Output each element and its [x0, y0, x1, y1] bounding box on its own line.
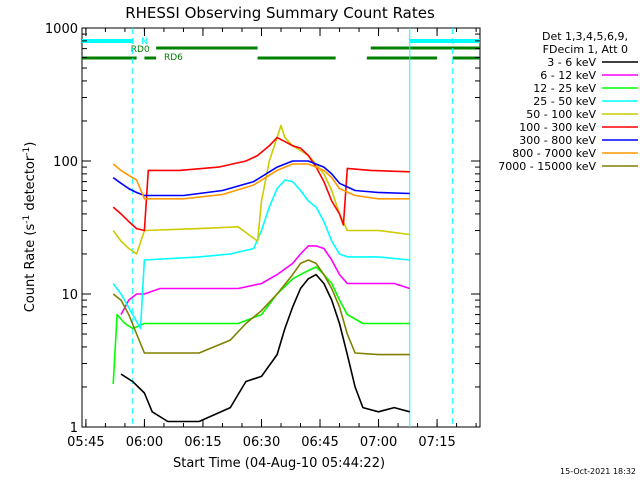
series-line-3 [112, 179, 410, 330]
series-layer [112, 124, 411, 423]
legend-label-3: 25 - 50 keV [533, 95, 596, 108]
x-tick-label-6: 07:15 [418, 435, 455, 450]
legend-label-4: 50 - 100 keV [526, 108, 596, 121]
series-line-5 [112, 136, 410, 232]
y-axis-label-mid: detector [23, 155, 38, 215]
series-line-4 [112, 124, 410, 255]
y-axis-label-sup2: -1 [22, 147, 32, 156]
series-line-0 [120, 273, 411, 423]
rd6-flag-label: RD6 [164, 53, 183, 63]
x-tick-label-0: 05:45 [67, 435, 104, 450]
series-line-1 [120, 245, 411, 315]
legend-label-2: 12 - 25 keV [533, 82, 596, 95]
y-axis-label-end: ) [23, 142, 38, 147]
y-tick-label-2: 100 [53, 155, 78, 170]
x-tick-label-5: 07:00 [360, 435, 397, 450]
rd0-flag-label: RD0 [131, 45, 150, 55]
y-axis-label: Count Rate (s-1 detector-1) [22, 142, 38, 313]
x-tick-label-1: 06:00 [126, 435, 163, 450]
series-line-2 [112, 266, 410, 385]
legend-header-1: FDecim 1, Att 0 [543, 43, 628, 56]
legend-label-6: 300 - 800 keV [519, 134, 596, 147]
legend-header-0: Det 1,3,4,5,6,9, [542, 30, 628, 43]
night-flag-label: N [141, 37, 148, 47]
chart-title: RHESSI Observing Summary Count Rates [125, 4, 435, 22]
y-axis-label-main: Count Rate (s [23, 224, 38, 313]
y-tick-label-1: 10 [61, 288, 78, 303]
legend-label-5: 100 - 300 keV [519, 121, 596, 134]
footer-timestamp: 15-Oct-2021 18:32 [560, 467, 636, 476]
axes-layer: 05:45 06:00 06:15 06:30 06:45 07:00 07:15 1 10 10… [45, 22, 480, 450]
y-tick-label-0: 1 [70, 421, 78, 436]
series-line-7 [112, 163, 410, 200]
x-tick-label-3: 06:30 [243, 435, 280, 450]
x-axis-label: Start Time (04-Aug-10 05:44:22) [173, 456, 385, 471]
legend-label-8: 7000 - 15000 keV [498, 160, 596, 173]
legend-label-1: 6 - 12 keV [540, 69, 596, 82]
y-axis-label-sup1: -1 [22, 215, 32, 224]
series-line-6 [112, 160, 410, 197]
x-tick-label-4: 06:45 [301, 435, 338, 450]
y-tick-label-3: 1000 [45, 22, 78, 37]
series-line-8 [112, 259, 410, 356]
legend-label-7: 800 - 7000 keV [512, 147, 596, 160]
legend: Det 1,3,4,5,6,9,FDecim 1, Att 03 - 6 keV… [498, 30, 638, 173]
x-tick-label-2: 06:15 [184, 435, 221, 450]
legend-label-0: 3 - 6 keV [547, 56, 596, 69]
